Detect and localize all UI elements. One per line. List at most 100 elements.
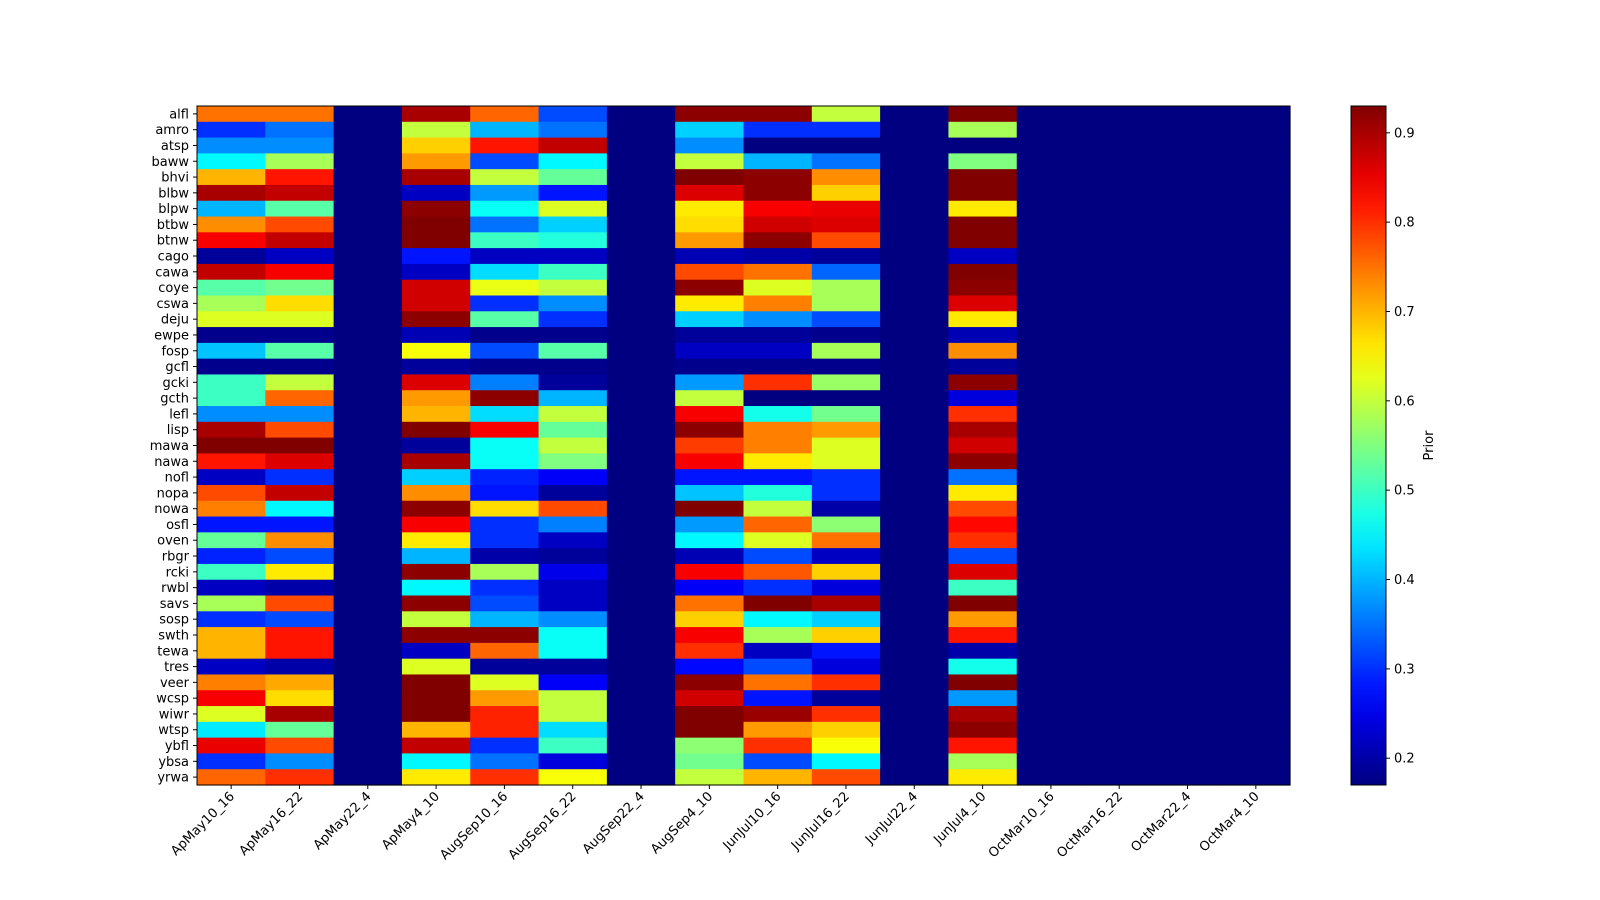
heatmap-cell bbox=[265, 390, 335, 407]
heatmap-cell bbox=[197, 548, 266, 565]
heatmap-cell bbox=[675, 611, 745, 628]
heatmap-cell bbox=[538, 769, 608, 786]
heatmap-cell bbox=[1221, 279, 1291, 297]
heatmap-cell bbox=[401, 406, 471, 423]
heatmap-cell bbox=[1153, 706, 1223, 723]
column-label: JunJul16_22 bbox=[788, 789, 853, 854]
heatmap-cell bbox=[880, 216, 950, 233]
heatmap-cell bbox=[1016, 358, 1086, 376]
heatmap-cell bbox=[675, 311, 745, 328]
heatmap-cell bbox=[1221, 690, 1291, 707]
heatmap-cell bbox=[1016, 674, 1086, 691]
heatmap-cell bbox=[606, 484, 676, 502]
heatmap-cell bbox=[1016, 737, 1086, 755]
heatmap-cell bbox=[470, 769, 540, 786]
heatmap-cell bbox=[880, 406, 950, 423]
heatmap-cell bbox=[880, 769, 950, 786]
heatmap-cell bbox=[333, 311, 403, 328]
heatmap-cell bbox=[265, 658, 335, 676]
row-label: tewa bbox=[157, 644, 189, 659]
row-label: wcsp bbox=[156, 692, 189, 707]
heatmap-cell bbox=[197, 706, 266, 723]
heatmap-cell bbox=[197, 500, 266, 518]
heatmap-cell bbox=[1085, 216, 1154, 233]
colorbar-tick-label: 0.8 bbox=[1394, 216, 1415, 231]
heatmap-cell bbox=[880, 532, 950, 549]
heatmap-cell bbox=[606, 753, 676, 770]
heatmap-cell bbox=[470, 153, 540, 170]
heatmap-cell bbox=[333, 595, 403, 612]
heatmap-cell bbox=[948, 232, 1018, 249]
heatmap-cell bbox=[1085, 200, 1154, 218]
heatmap-cell bbox=[811, 184, 881, 202]
heatmap-cell bbox=[743, 358, 813, 376]
heatmap-cell bbox=[333, 721, 403, 739]
heatmap-cell bbox=[333, 232, 403, 249]
heatmap-cell bbox=[743, 706, 813, 723]
heatmap-cell bbox=[1153, 421, 1223, 439]
heatmap-cell bbox=[265, 500, 335, 518]
column-label: JunJul22_4 bbox=[862, 789, 921, 848]
heatmap-cell bbox=[538, 453, 608, 470]
heatmap-cell bbox=[1153, 658, 1223, 676]
heatmap-cell bbox=[1085, 769, 1154, 786]
heatmap-cell bbox=[197, 674, 266, 691]
heatmap-cell bbox=[948, 563, 1018, 581]
heatmap-cell bbox=[1085, 358, 1154, 376]
heatmap-cell bbox=[1153, 406, 1223, 423]
row-label: rwbl bbox=[161, 581, 189, 596]
column-label: JunJul4_10 bbox=[931, 789, 990, 848]
heatmap-cell bbox=[401, 500, 471, 518]
heatmap-cell bbox=[1085, 137, 1154, 154]
heatmap-cell bbox=[1016, 579, 1086, 597]
column-label: OctMar4_10 bbox=[1197, 789, 1263, 855]
heatmap-cell bbox=[265, 674, 335, 691]
heatmap-cell bbox=[675, 342, 745, 360]
heatmap-cell bbox=[265, 627, 335, 644]
row-label: bhvi bbox=[161, 171, 189, 186]
heatmap-cell bbox=[948, 690, 1018, 707]
heatmap-cell bbox=[1016, 548, 1086, 565]
heatmap-cell bbox=[811, 121, 881, 139]
heatmap-cell bbox=[743, 137, 813, 154]
heatmap-cell bbox=[1153, 295, 1223, 312]
heatmap-cell bbox=[743, 642, 813, 660]
row-label: nawa bbox=[154, 455, 189, 470]
heatmap-cell bbox=[470, 216, 540, 233]
heatmap-cell bbox=[606, 374, 676, 391]
heatmap-cell bbox=[880, 153, 950, 170]
heatmap-cell bbox=[197, 642, 266, 660]
heatmap-cell bbox=[1153, 390, 1223, 407]
heatmap-cell bbox=[1085, 406, 1154, 423]
heatmap-cell bbox=[606, 595, 676, 612]
heatmap-cell bbox=[265, 406, 335, 423]
heatmap-cell bbox=[538, 595, 608, 612]
heatmap-cell bbox=[333, 658, 403, 676]
heatmap-cell bbox=[470, 737, 540, 755]
heatmap-cell bbox=[470, 295, 540, 312]
heatmap-cell bbox=[1085, 248, 1154, 265]
heatmap-cell bbox=[1221, 721, 1291, 739]
heatmap-cell bbox=[1221, 137, 1291, 154]
heatmap-cell bbox=[265, 342, 335, 360]
heatmap-cell bbox=[606, 121, 676, 139]
heatmap-cell bbox=[333, 137, 403, 154]
heatmap-cell bbox=[1016, 153, 1086, 170]
heatmap-cell bbox=[470, 753, 540, 770]
heatmap-cell bbox=[401, 390, 471, 407]
heatmap-cell bbox=[401, 737, 471, 755]
heatmap-cell bbox=[743, 674, 813, 691]
heatmap-cell bbox=[743, 232, 813, 249]
heatmap-cell bbox=[1016, 753, 1086, 770]
heatmap-cell bbox=[1016, 611, 1086, 628]
heatmap-cell bbox=[880, 753, 950, 770]
heatmap-cell bbox=[197, 342, 266, 360]
heatmap-cell bbox=[1016, 121, 1086, 139]
heatmap-cell bbox=[743, 200, 813, 218]
heatmap-cell bbox=[675, 184, 745, 202]
row-label: ybfl bbox=[165, 739, 189, 754]
heatmap-cell bbox=[401, 358, 471, 376]
row-label: fosp bbox=[161, 344, 189, 359]
heatmap-cell bbox=[538, 263, 608, 281]
